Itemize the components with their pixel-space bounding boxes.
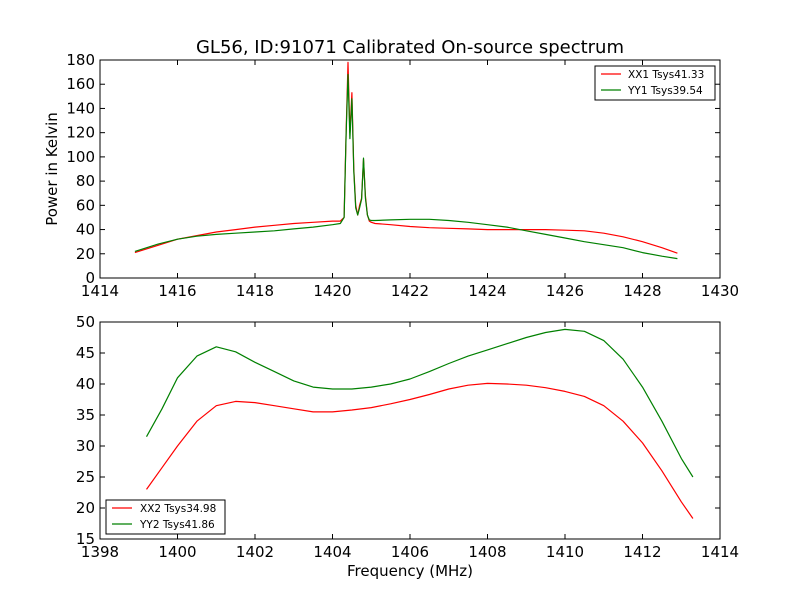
top-x-tick-label: 1418 [236,282,274,300]
bottom-y-tick-label: 40 [76,375,95,393]
bottom-y-tick-label: 25 [76,468,95,486]
bottom-series-line-1 [145,328,694,478]
bottom-x-tick-label: 1414 [701,543,739,561]
top-x-tick-label: 1428 [623,282,661,300]
top-y-tick-label: 60 [76,196,95,214]
bottom-y-tick-label: 15 [76,530,95,548]
bottom-chart-series [145,328,694,519]
bottom-series-line-0 [146,382,694,519]
top-chart-series [134,61,678,260]
top-series-line-1 [134,73,678,260]
top-x-tick-label: 1416 [158,282,196,300]
bottom-x-tick-label: 1410 [546,543,584,561]
top-chart-panel: 1414 1416 1418 1420 1422 1424 1426 1428 1430 0 20 4… [43,51,739,300]
top-y-tick-label: 160 [66,75,95,93]
bottom-chart-legend-box [105,499,226,535]
bottom-chart-ticks: 1398 1400 1402 1404 1406 1408 1410 1412 1414 15 20… [76,313,739,561]
top-x-tick-label: 1430 [701,282,739,300]
legend-label-xx2: XX2 Tsys34.98 [140,503,216,515]
bottom-x-tick-label: 1408 [468,543,506,561]
bottom-y-tick-label: 45 [76,344,95,362]
top-y-tick-label: 0 [85,269,95,287]
top-y-tick-label: 40 [76,221,95,239]
bottom-chart-legend: XX2 Tsys34.98 YY2 Tsys41.86 [105,499,226,535]
top-chart-legend: XX1 Tsys41.33 YY1 Tsys39.54 [594,65,716,101]
bottom-chart-x-axis-label: Frequency (MHz) [347,562,473,580]
top-y-tick-label: 100 [66,148,95,166]
bottom-x-tick-label: 1400 [158,543,196,561]
legend-label-xx1: XX1 Tsys41.33 [628,69,704,81]
legend-label-yy1: YY1 Tsys39.54 [627,85,703,97]
bottom-y-tick-label: 50 [76,313,95,331]
bottom-x-tick-label: 1404 [313,543,351,561]
top-chart-title: GL56, ID:91071 Calibrated On-source spec… [196,37,624,58]
bottom-x-tick-label: 1402 [236,543,274,561]
top-y-tick-label: 20 [76,245,95,263]
top-x-tick-label: 1426 [546,282,584,300]
top-x-tick-label: 1420 [313,282,351,300]
bottom-x-tick-label: 1412 [623,543,661,561]
bottom-y-tick-label: 20 [76,499,95,517]
top-chart-ticks: 1414 1416 1418 1420 1422 1424 1426 1428 1430 0 20 4… [66,51,739,300]
bottom-y-tick-label: 30 [76,437,95,455]
bottom-y-tick-label: 35 [76,406,95,424]
bottom-x-tick-label: 1398 [81,543,119,561]
top-y-tick-label: 140 [66,99,95,117]
bottom-x-tick-label: 1406 [391,543,429,561]
top-chart-legend-box [594,65,716,101]
top-chart-y-axis-label: Power in Kelvin [43,112,61,226]
top-y-tick-label: 120 [66,124,95,142]
top-y-tick-label: 180 [66,51,95,69]
legend-label-yy2: YY2 Tsys41.86 [139,519,215,531]
top-x-tick-label: 1414 [81,282,119,300]
top-x-tick-label: 1424 [468,282,506,300]
top-y-tick-label: 80 [76,172,95,190]
bottom-chart-panel: 1398 1400 1402 1404 1406 1408 1410 1412 1414 15 20… [76,313,739,580]
top-x-tick-label: 1422 [391,282,429,300]
